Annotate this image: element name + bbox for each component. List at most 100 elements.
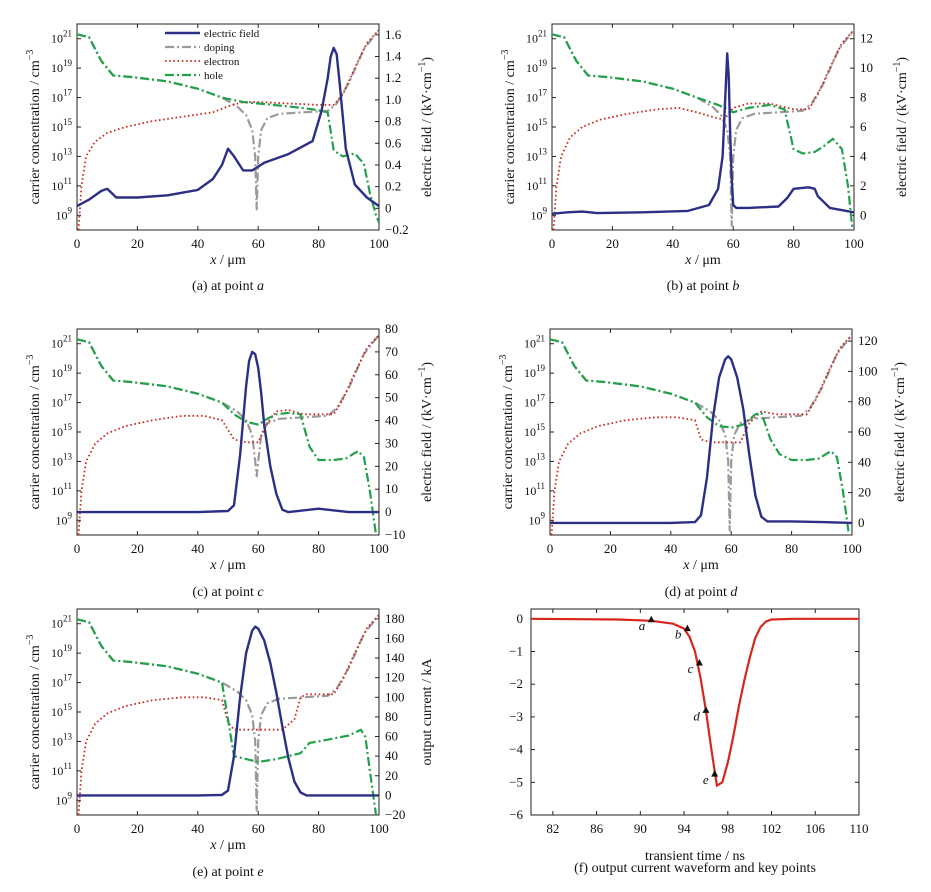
- tick-base: 10: [524, 366, 536, 380]
- x-tick-label: 80: [312, 821, 325, 836]
- y-right-axis-label-main: electric field / (kV·cm: [895, 72, 910, 197]
- series-line-hole: [552, 33, 854, 230]
- x-axis-label-var: x: [682, 558, 690, 573]
- y-left-axis-label-main: carrier concentration / cm: [28, 60, 43, 204]
- y-right-tick-label: 80: [385, 709, 398, 724]
- tick-exp: 9: [543, 205, 548, 215]
- x-tick-label: 40: [191, 236, 204, 251]
- tick-exp: 19: [63, 58, 73, 68]
- x-tick-label: 40: [191, 541, 204, 556]
- tick-exp: 17: [63, 393, 73, 403]
- y-left-tick-label: 1019: [524, 363, 546, 380]
- tick-exp: 19: [63, 643, 73, 653]
- series-line-electric-field: [77, 350, 379, 514]
- panel-caption-text: (e) at point: [192, 865, 257, 880]
- panel-caption-text: (c) at point: [192, 585, 257, 600]
- y-right-tick-label: 12: [860, 31, 873, 46]
- x-tick-label: 94: [678, 821, 692, 836]
- series-line-electric-field: [550, 355, 852, 525]
- tick-base: 10: [526, 179, 538, 193]
- y-right-axis-label-tail: ): [420, 57, 435, 62]
- x-axis-label: x / μm: [682, 558, 719, 573]
- y-left-tick-label: 109: [531, 205, 548, 222]
- x-axis-label: x / μm: [684, 253, 721, 268]
- plot-area: [552, 29, 854, 230]
- y-right-tick-label: 40: [385, 413, 398, 428]
- panel-caption: (d) at point d: [665, 585, 739, 600]
- panel-caption-point: d: [730, 585, 738, 600]
- x-axis-label: x / μm: [209, 253, 246, 268]
- series-line-doping: [552, 29, 854, 227]
- tick-exp: 15: [538, 117, 548, 127]
- y-left-tick-label: 1019: [51, 643, 73, 660]
- y-right-tick-label: 2: [860, 178, 867, 193]
- tick-exp: 17: [63, 673, 73, 683]
- tick-base: 10: [526, 91, 538, 105]
- tick-exp: 9: [68, 205, 73, 215]
- y-left-axis-label: carrier concentration / cm−3: [25, 50, 43, 205]
- tick-exp: 11: [63, 176, 72, 186]
- y-right-tick-label: −0.2: [385, 222, 409, 237]
- y-right-tick-label: 10: [860, 60, 873, 75]
- plot-area: [77, 29, 379, 230]
- tick-base: 10: [524, 425, 536, 439]
- y-right-tick-label: 100: [858, 363, 878, 378]
- key-point-label-d: d: [693, 708, 700, 723]
- tick-base: 10: [51, 149, 63, 163]
- x-axis-label-unit: / μm: [216, 838, 245, 853]
- tick-exp: 21: [63, 334, 72, 344]
- x-tick-label: 0: [547, 541, 554, 556]
- y-right-tick-label: 40: [385, 748, 398, 763]
- series-line-electric-field: [552, 52, 854, 215]
- x-axis-label-unit: / μm: [691, 253, 720, 268]
- legend: electric field doping electron hole: [165, 28, 260, 82]
- y-right-axis-label: electric field / (kV·cm−1): [892, 57, 910, 197]
- y-right-axis-label-sup: −1: [417, 367, 428, 378]
- y-right-tick-label: 100: [385, 689, 405, 704]
- y-left-tick-label: 1021: [51, 614, 72, 631]
- y-right-tick-label: 120: [858, 333, 878, 348]
- tick-base: 10: [526, 32, 538, 46]
- y-right-tick-label: 0.8: [385, 114, 401, 129]
- y-left-tick-label: 1013: [51, 451, 73, 468]
- y-tick-label: −3: [509, 709, 523, 724]
- tick-base: 10: [56, 208, 68, 222]
- y-left-axis-label-main: carrier concentration / cm: [501, 365, 516, 509]
- x-tick-label: 20: [131, 236, 144, 251]
- tick-base: 10: [51, 366, 63, 380]
- y-right-axis-label-sup: −1: [892, 62, 903, 73]
- tick-exp: 13: [63, 146, 73, 156]
- y-right-tick-label: 70: [385, 344, 398, 359]
- y-right-tick-label: 0: [385, 504, 392, 519]
- plot-area: [550, 334, 852, 535]
- y-right-tick-label: 4: [860, 148, 867, 163]
- panel-caption-point: c: [257, 585, 264, 600]
- y-left-tick-label: 1015: [51, 422, 73, 439]
- tick-exp: 15: [63, 702, 73, 712]
- y-right-tick-label: 20: [385, 458, 398, 473]
- x-tick-label: 0: [74, 541, 81, 556]
- y-left-tick-label: 1017: [526, 88, 548, 105]
- y-right-axis-label: electric field / (kV·cm−1): [417, 362, 435, 502]
- x-axis-label: x / μm: [209, 838, 246, 853]
- y-left-axis-label: carrier concentration / cm−3: [500, 50, 518, 205]
- tick-exp: 13: [536, 451, 546, 461]
- y-left-tick-label: 1011: [51, 176, 72, 193]
- x-axis-label: transient time / ns: [645, 849, 745, 864]
- tick-base: 10: [51, 396, 63, 410]
- y-right-axis-label: output current / kA: [420, 658, 435, 766]
- series-line-electron: [552, 29, 854, 230]
- series-line-electric-field: [77, 46, 379, 208]
- y-right-tick-label: 50: [385, 390, 398, 405]
- tick-base: 10: [524, 454, 536, 468]
- tick-exp: 19: [536, 363, 546, 373]
- series-line-electric-field: [77, 625, 379, 797]
- y-right-tick-label: 1.2: [385, 70, 401, 85]
- panel-caption: (c) at point c: [192, 585, 264, 600]
- y-left-tick-label: 1015: [524, 422, 546, 439]
- y-left-axis-label-sup: −3: [25, 50, 36, 61]
- key-point-label-c: c: [688, 661, 694, 676]
